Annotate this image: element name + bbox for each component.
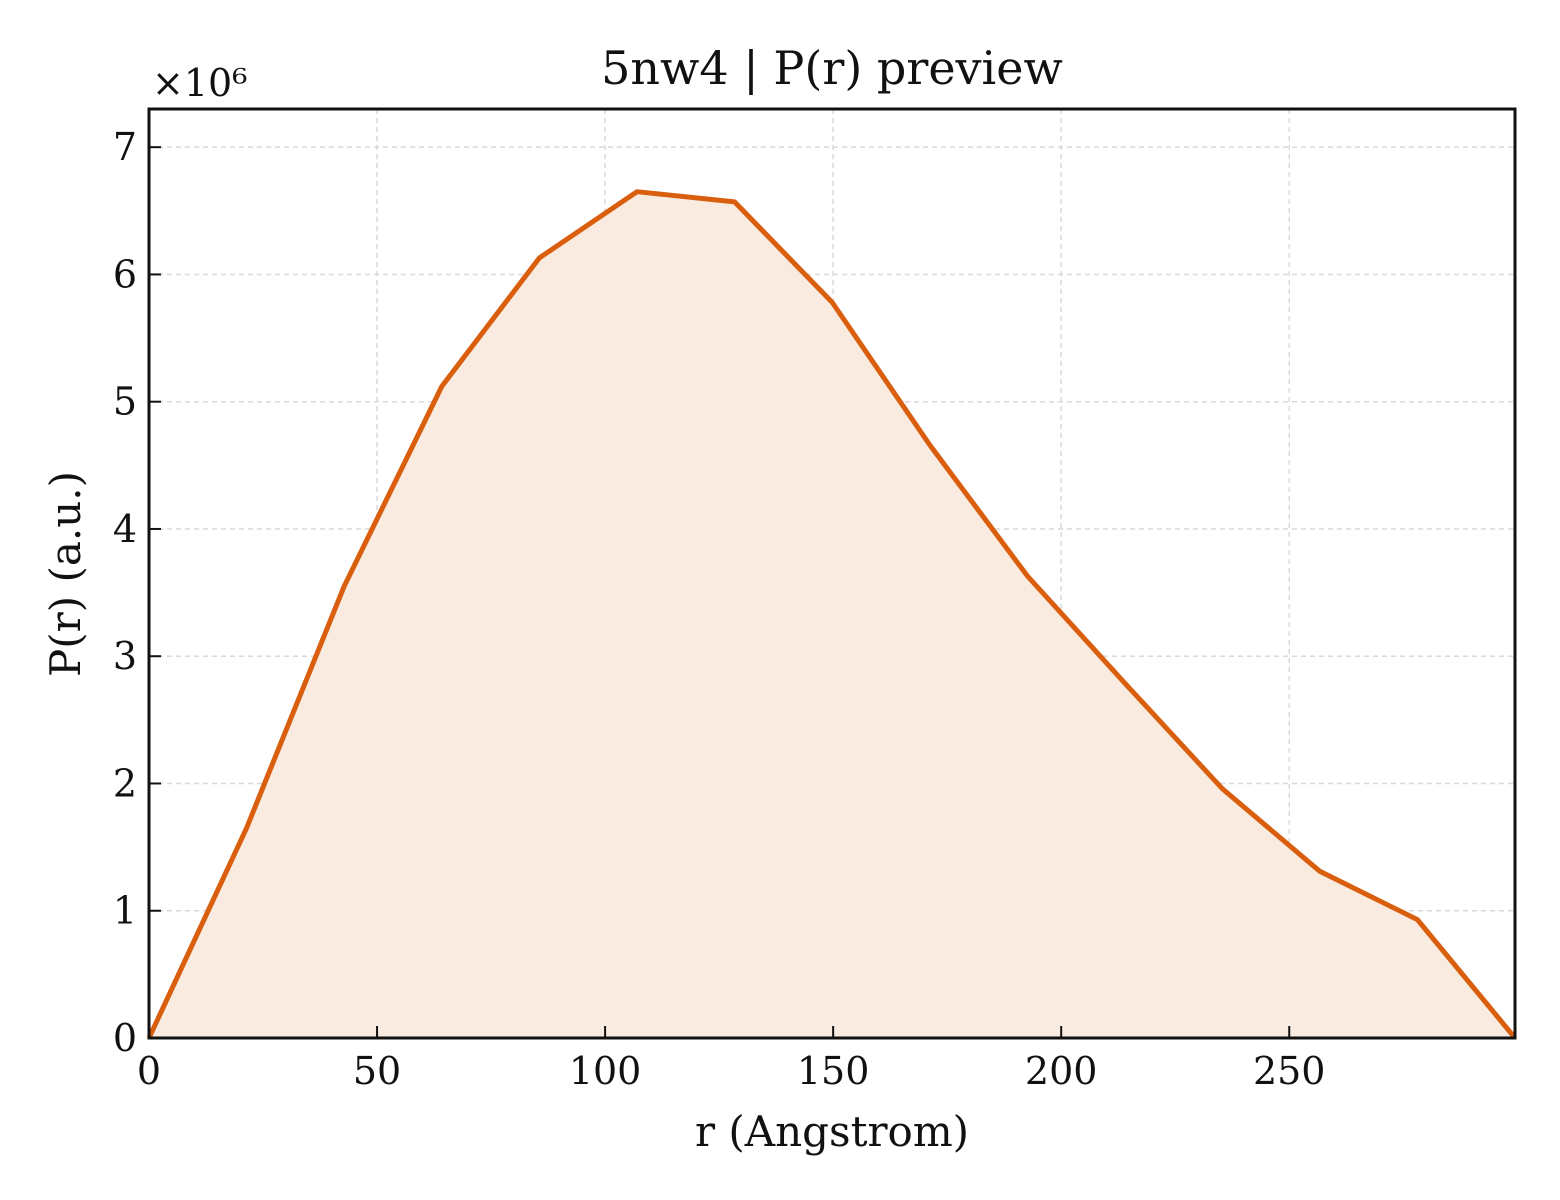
x-tick-label: 100 [569,1049,642,1093]
y-tick-label: 0 [113,1016,137,1060]
y-tick-label: 2 [113,761,137,805]
plot-frame [147,107,1517,1040]
y-tick-label: 1 [113,889,137,933]
x-tick-label: 200 [1025,1049,1098,1093]
y-tick-label: 4 [113,507,137,551]
pr-line [146,189,1517,1040]
pr-area-fill [149,191,1515,1038]
x-axis-label: r (Angstrom) [695,1107,969,1156]
ticks: 0 50 100 150 200 250 0 1 2 3 4 5 6 7 [113,125,1326,1093]
x-tick-label: 150 [797,1049,870,1093]
y-tick-label: 5 [113,380,137,424]
y-axis-label: P(r) (a.u.) [41,471,90,677]
y-tick-label: 3 [113,634,137,678]
x-tick-label: 250 [1253,1049,1326,1093]
x-tick-label: 0 [137,1049,161,1093]
chart-title: 5nw4 | P(r) preview [601,41,1063,95]
y-scale-label: ×10⁶ [152,61,247,105]
y-tick-label: 7 [113,125,137,169]
x-tick-label: 50 [353,1049,401,1093]
y-tick-label: 6 [113,252,137,296]
